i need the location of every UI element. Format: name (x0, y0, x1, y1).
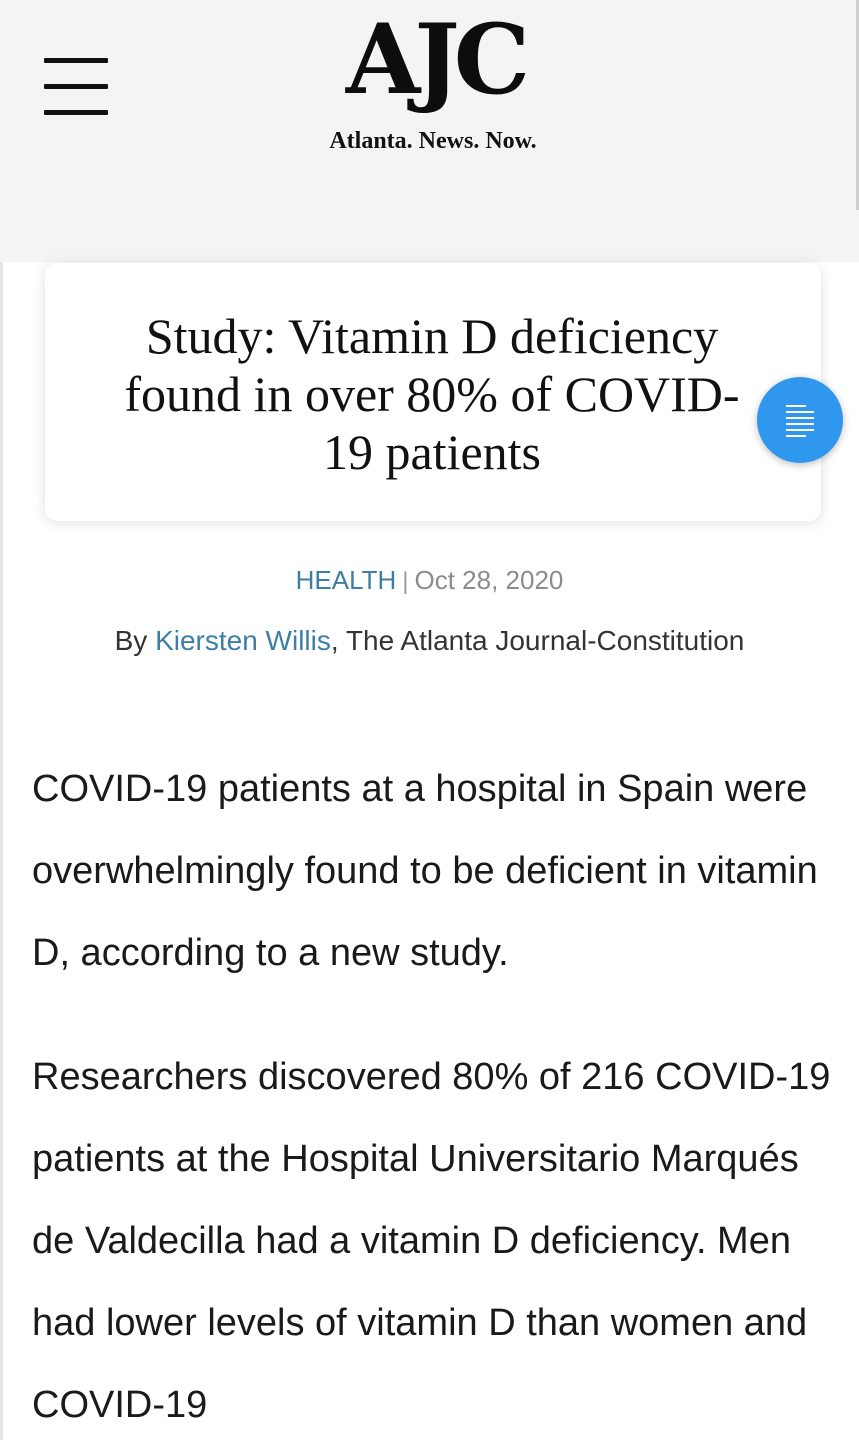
headline-card: Study: Vitamin D deficiency found in ove… (45, 263, 821, 521)
toc-line (786, 429, 814, 431)
site-header (0, 0, 859, 262)
byline: By Kiersten Willis, The Atlanta Journal-… (0, 622, 859, 660)
table-of-contents-icon[interactable] (757, 377, 843, 463)
publish-date: Oct 28, 2020 (414, 565, 564, 595)
scrollbar-track (856, 0, 859, 210)
toc-line (786, 435, 806, 437)
publication-name: , The Atlanta Journal-Constitution (330, 625, 745, 656)
byline-prefix: By (114, 625, 156, 656)
menu-line (44, 58, 108, 63)
site-tagline: Atlanta. News. Now. (329, 128, 537, 154)
hamburger-menu-icon[interactable] (44, 56, 108, 118)
article-meta: HEALTH | Oct 28, 2020 (0, 562, 859, 600)
toc-line (786, 405, 806, 407)
menu-line (44, 84, 108, 89)
author-link[interactable]: Kiersten Willis (155, 625, 331, 656)
page-edge (0, 262, 3, 1440)
toc-line (786, 411, 814, 413)
ajc-logo[interactable]: AJC (345, 3, 530, 116)
toc-line (786, 417, 814, 419)
category-link[interactable]: HEALTH (295, 565, 397, 595)
toc-line (786, 423, 814, 425)
meta-separator: | (402, 568, 409, 595)
article-paragraph: Researchers discovered 80% of 216 COVID-… (32, 1056, 831, 1426)
article-paragraph: COVID-19 patients at a hospital in Spain… (32, 768, 818, 974)
menu-line (44, 110, 108, 115)
article-headline: Study: Vitamin D deficiency found in ove… (124, 308, 740, 480)
